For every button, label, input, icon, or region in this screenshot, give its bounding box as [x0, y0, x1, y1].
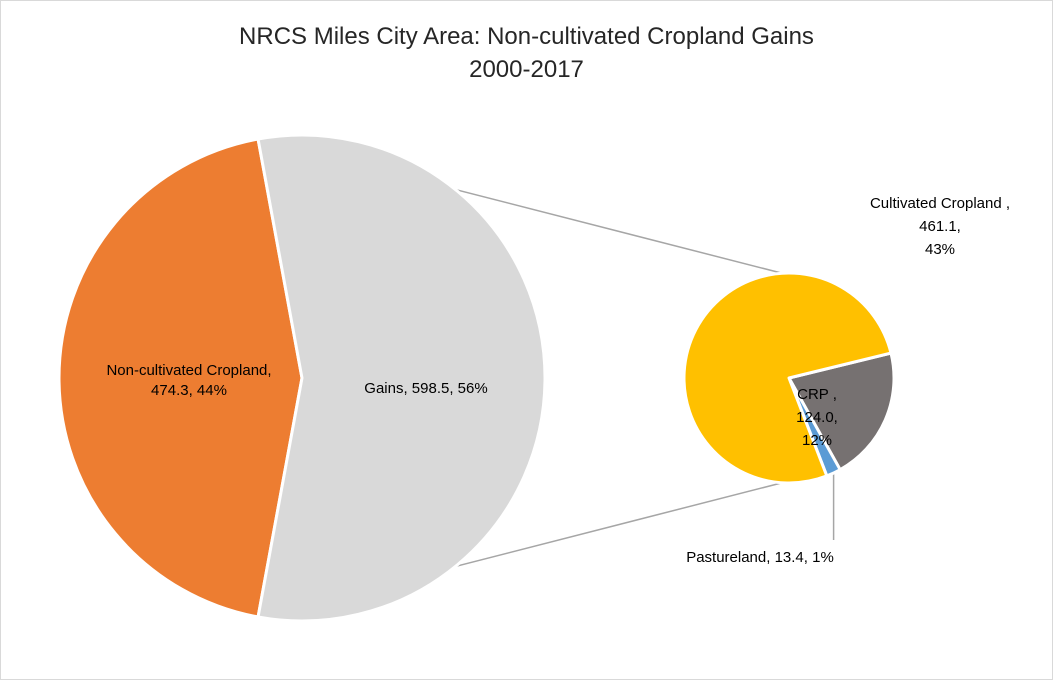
data-labels: Non-cultivated Cropland, 474.3, 44% Gains,… [106, 195, 1010, 566]
pie-slice-crp [787, 351, 896, 472]
data-label-pastureland: Pastureland, 13.4, 1% [686, 549, 834, 566]
data-label-crp: CRP , 124.0, 12% [796, 386, 838, 449]
pie-slice-cultivated-cropland [682, 271, 893, 485]
pie-slice-non-cultivated-cropland [57, 137, 304, 619]
secondary-pie [682, 271, 896, 485]
data-label-cultivated-cropland: Cultivated Cropland , 461.1, 43% [870, 195, 1010, 258]
data-label-gains: Gains, 598.5, 56% [364, 380, 487, 397]
chart-subtitle: 2000-2017 [469, 56, 584, 83]
chart-title-block: NRCS Miles City Area: Non-cultivated Cro… [0, 20, 1053, 86]
primary-pie [57, 133, 547, 623]
pie-slice-gains [256, 133, 547, 623]
chart-title: NRCS Miles City Area: Non-cultivated Cro… [239, 23, 814, 50]
data-label-non-cultivated-cropland: Non-cultivated Cropland, 474.3, 44% [106, 362, 271, 399]
